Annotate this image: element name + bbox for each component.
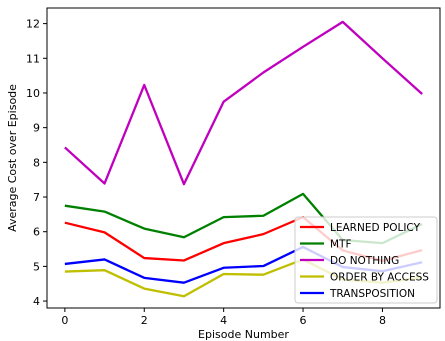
x-tick-label: 4 — [220, 314, 227, 327]
legend-label-do-nothing: DO NOTHING — [330, 255, 399, 267]
y-tick-label: 7 — [33, 191, 40, 204]
x-tick-label: 2 — [141, 314, 148, 327]
x-tick-label: 0 — [61, 314, 68, 327]
y-tick-label: 11 — [26, 52, 40, 65]
series-line-do-nothing — [64, 20, 423, 186]
legend-label-learned-policy: LEARNED POLICY — [330, 222, 421, 234]
legend-label-transposition: TRANSPOSITION — [329, 288, 415, 300]
ticks-layer: 0 2 4 6 8 4 5 6 7 8 9 10 11 12 — [26, 18, 386, 327]
y-tick-label: 10 — [26, 87, 40, 100]
y-tick-label: 4 — [33, 295, 40, 308]
legend-label-mtf: MTF — [330, 239, 352, 251]
legend-items: LEARNED POLICY MTF DO NOTHING ORDER BY ACCE… — [300, 222, 429, 300]
y-tick-label: 12 — [26, 18, 40, 31]
legend-label-order-by-access: ORDER BY ACCESS — [330, 272, 429, 284]
axes-frame — [46, 7, 441, 309]
y-tick-label: 8 — [33, 156, 40, 169]
y-tick-label: 9 — [33, 122, 40, 135]
x-tick-label: 8 — [379, 314, 386, 327]
legend-box — [294, 216, 438, 304]
y-axis-label: Average Cost over Episode — [6, 84, 19, 232]
x-axis-label: Episode Number — [198, 328, 289, 341]
legend: LEARNED POLICY MTF DO NOTHING ORDER BY ACCE… — [294, 216, 438, 304]
y-tick-label: 6 — [33, 226, 40, 239]
x-tick-label: 6 — [300, 314, 307, 327]
y-tick-label: 5 — [33, 260, 40, 273]
